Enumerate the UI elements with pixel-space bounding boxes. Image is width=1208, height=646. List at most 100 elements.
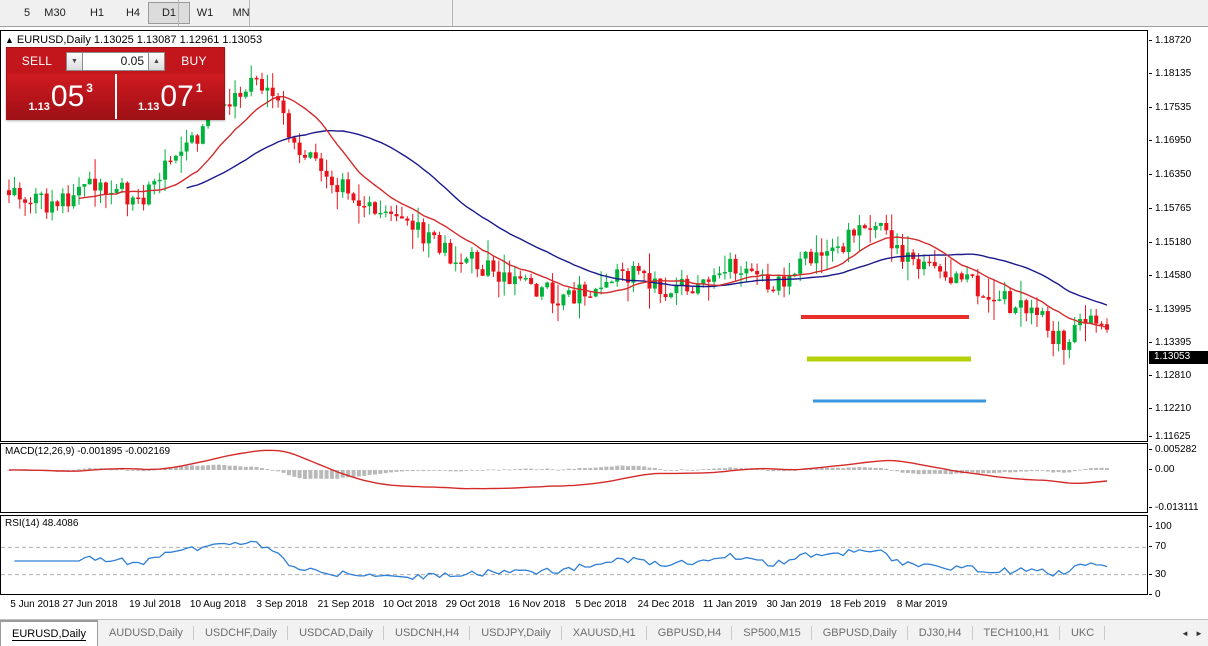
rsi-svg [1, 540, 1147, 580]
sell-label: SELL [21, 54, 53, 68]
macd-indicator-pane[interactable]: MACD(12,26,9) -0.001895 -0.002169 [0, 443, 1148, 513]
chart-tab-label: GBPUSD,H4 [657, 627, 722, 639]
chart-tab-label: XAUUSD,H1 [572, 627, 636, 639]
chart-tab-label: AUDUSD,Daily [108, 627, 183, 639]
price-tick: 1.13395 [1149, 337, 1208, 349]
timeframe-h4[interactable]: H4 [125, 7, 141, 19]
date-tick: 11 Jan 2019 [702, 599, 758, 610]
date-tick: 5 Dec 2018 [575, 599, 627, 610]
chart-tab-usdjpy-daily[interactable]: USDJPY,Daily [470, 620, 562, 646]
sell-price-prefix: 1.13 [28, 101, 50, 113]
price-tick: 1.17535 [1149, 102, 1208, 114]
date-tick: 3 Sep 2018 [256, 599, 308, 610]
volume-increase-icon[interactable]: ▲ [148, 51, 165, 71]
price-tick: 1.14580 [1149, 270, 1208, 282]
tab-divider [906, 626, 908, 640]
timeframe-h1[interactable]: H1 [89, 7, 105, 19]
chart-tab-label: USDCHF,Daily [204, 627, 278, 639]
tab-divider [810, 626, 812, 640]
chart-tab-label: DJ30,H4 [918, 627, 962, 639]
date-tick: 19 Jul 2018 [129, 599, 181, 610]
tab-scroll-right-icon[interactable]: ► [1195, 628, 1203, 638]
chart-tab-usdcnh-h4[interactable]: USDCNH,H4 [384, 620, 471, 646]
date-tick: 8 Mar 2019 [896, 599, 948, 610]
chart-tab-dj30-h4[interactable]: DJ30,H4 [908, 620, 973, 646]
date-tick: 10 Oct 2018 [382, 599, 438, 610]
rsi-scale: 100 70 30 0 [1149, 515, 1208, 600]
timeframe-toolbar: 5 M30 H1 H4 D1 W1 MN [0, 0, 1208, 27]
date-tick: 10 Aug 2018 [189, 599, 247, 610]
chart-tab-label: EURUSD,Daily [12, 627, 86, 641]
price-tick: 1.18720 [1149, 35, 1208, 47]
chart-tab-label: USDJPY,Daily [481, 627, 551, 639]
tab-divider [1104, 626, 1106, 640]
price-tick: 1.16350 [1149, 169, 1208, 181]
timeframe-5[interactable]: 5 [23, 7, 31, 19]
price-tick: 1.15180 [1149, 237, 1208, 249]
sell-button[interactable]: 1.13 05 3 [7, 74, 115, 119]
chart-title: ▲ EURUSD,Daily 1.13025 1.13087 1.12961 1.… [5, 34, 262, 46]
buy-price-big: 07 [160, 79, 194, 113]
chart-tabs: EURUSD,Daily AUDUSD,Daily USDCHF,Daily USDC… [0, 620, 1106, 646]
tab-divider [645, 626, 647, 640]
chart-tab-ukc[interactable]: UKC [1060, 620, 1106, 646]
chart-tab-usdcad-daily[interactable]: USDCAD,Daily [288, 620, 385, 646]
tab-divider [731, 626, 733, 640]
timeframe-d1[interactable]: D1 [148, 2, 190, 24]
date-tick: 21 Sep 2018 [317, 599, 375, 610]
octp-price-buttons: 1.13 05 3 1.13 07 1 [7, 74, 224, 119]
sell-price-fraction: 3 [86, 81, 93, 95]
collapse-icon[interactable]: ▲ [5, 35, 14, 45]
timeframe-w1[interactable]: W1 [196, 7, 214, 19]
chart-tab-tech100-h1[interactable]: TECH100,H1 [973, 620, 1060, 646]
price-tick: 1.11625 [1149, 431, 1208, 443]
chart-tab-gbpusd-daily[interactable]: GBPUSD,Daily [812, 620, 908, 646]
price-chart-svg [7, 65, 1109, 403]
macd-svg [7, 449, 1109, 490]
price-tick: 1.12810 [1149, 370, 1208, 382]
tab-divider [560, 626, 562, 640]
price-tick: 1.13995 [1149, 304, 1208, 316]
octp-controls: SELL ▼ 0.05 ▲ BUY [7, 48, 224, 74]
date-tick: 29 Oct 2018 [445, 599, 501, 610]
tab-divider [383, 626, 385, 640]
price-scale[interactable]: 1.18720 1.18135 1.17535 1.16950 1.16350 1.157… [1149, 30, 1208, 442]
buy-button[interactable]: 1.13 07 1 [114, 74, 224, 119]
volume-stepper[interactable]: ▼ 0.05 ▲ [66, 51, 165, 71]
chart-tab-eurusd-daily[interactable]: EURUSD,Daily [0, 620, 98, 646]
tab-divider [287, 626, 289, 640]
date-tick: 5 Jun 2018 [10, 599, 60, 610]
chart-tab-usdchf-daily[interactable]: USDCHF,Daily [194, 620, 289, 646]
chart-tab-audusd-daily[interactable]: AUDUSD,Daily [98, 620, 194, 646]
volume-input[interactable]: 0.05 [83, 51, 148, 71]
buy-label: BUY [181, 54, 207, 68]
rsi-title: RSI(14) 48.4086 [5, 518, 79, 529]
tab-divider [192, 626, 194, 640]
buy-price-prefix: 1.13 [138, 101, 160, 113]
buy-price-fraction: 1 [195, 81, 203, 95]
volume-decrease-icon[interactable]: ▼ [66, 51, 83, 71]
tab-scroll-left-icon[interactable]: ◄ [1181, 628, 1189, 638]
price-chart-canvas[interactable] [1, 31, 1147, 441]
sell-price-big: 05 [50, 79, 85, 113]
price-tick: 1.16950 [1149, 135, 1208, 147]
chart-tab-sp500-m15[interactable]: SP500,M15 [732, 620, 812, 646]
price-chart[interactable]: ▲ EURUSD,Daily 1.13025 1.13087 1.12961 1.… [0, 30, 1148, 442]
chart-tab-xauusd-h1[interactable]: XAUUSD,H1 [562, 620, 647, 646]
chart-tab-label: GBPUSD,Daily [822, 627, 897, 639]
chart-tab-label: UKC [1070, 627, 1095, 639]
timeframe-mn[interactable]: MN [232, 7, 250, 19]
rsi-indicator-pane[interactable]: RSI(14) 48.4086 [0, 515, 1148, 595]
one-click-trading-panel[interactable]: SELL ▼ 0.05 ▲ BUY 1.13 05 3 1.13 07 1 [6, 47, 225, 120]
price-tick: 1.15765 [1149, 203, 1208, 215]
chart-title-text: EURUSD,Daily 1.13025 1.13087 1.12961 1.1… [16, 34, 263, 46]
price-tick: 1.12210 [1149, 403, 1208, 415]
chart-tab-bar: EURUSD,Daily AUDUSD,Daily USDCHF,Daily USDC… [0, 619, 1208, 646]
timeframe-m30[interactable]: M30 [44, 7, 66, 19]
price-tick: 1.18135 [1149, 68, 1208, 80]
chart-tab-gbpusd-h4[interactable]: GBPUSD,H4 [647, 620, 733, 646]
date-tick: 30 Jan 2019 [766, 599, 822, 610]
date-tick: 24 Dec 2018 [637, 599, 695, 610]
chart-tab-label: USDCNH,H4 [395, 627, 460, 639]
